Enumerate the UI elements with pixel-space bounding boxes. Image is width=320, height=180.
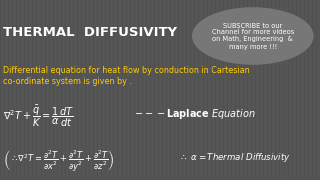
Text: $\therefore\ \alpha = Thermal\ Diffusivity$: $\therefore\ \alpha = Thermal\ Diffusivi… xyxy=(179,151,291,164)
Text: Differential equation for heat flow by conduction in Cartesian
co-ordinate syste: Differential equation for heat flow by c… xyxy=(3,66,250,87)
Text: $---\mathbf{Laplace}$ $Equation$: $---\mathbf{Laplace}$ $Equation$ xyxy=(134,107,256,121)
Text: $\nabla^2T + \dfrac{\bar{q}}{K} = \dfrac{1}{\alpha}\dfrac{dT}{dt}$: $\nabla^2T + \dfrac{\bar{q}}{K} = \dfrac… xyxy=(3,104,75,129)
Text: $\left(\therefore \nabla^2T = \dfrac{\partial^2 T}{\partial x^2} + \dfrac{\parti: $\left(\therefore \nabla^2T = \dfrac{\pa… xyxy=(3,148,115,174)
Text: THERMAL  DIFFUSIVITY: THERMAL DIFFUSIVITY xyxy=(3,26,177,39)
Text: SUBSCRIBE to our
Channel for more videos
on Math, Engineering  &
many more !!!: SUBSCRIBE to our Channel for more videos… xyxy=(212,22,294,50)
Ellipse shape xyxy=(192,7,314,65)
